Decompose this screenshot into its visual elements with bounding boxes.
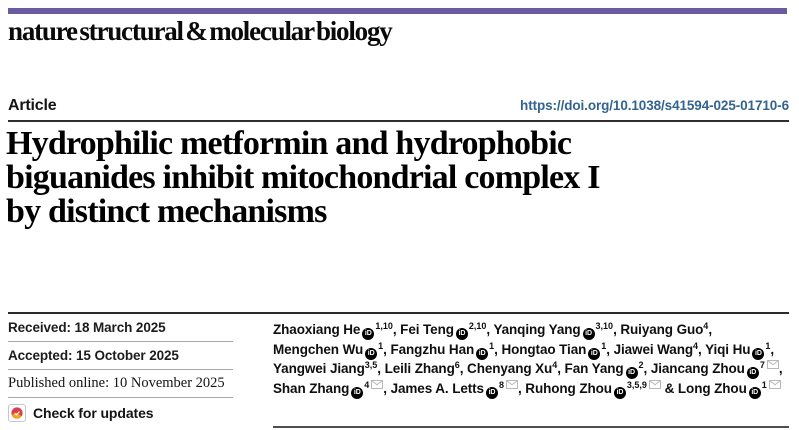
article-title: Hydrophilic metformin and hydrophobic bi…: [6, 127, 789, 229]
affiliation-superscript: 1: [601, 340, 607, 351]
envelope-icon[interactable]: [505, 377, 518, 392]
author-name: Ruiyang Guo: [620, 322, 704, 337]
brand-color-bar: [8, 8, 787, 14]
dates-column: Received: 18 March 2025 Accepted: 15 Oct…: [8, 314, 233, 430]
author-name: Shan Zhang: [273, 380, 350, 396]
author-separator: &: [660, 380, 678, 396]
affiliation-superscript: 1,10: [375, 321, 393, 331]
author-name: Mengchen Wu: [273, 341, 364, 357]
authors-column: Zhaoxiang He iD1,10, Fei Teng iD2,10, Yanq…: [273, 314, 789, 430]
affiliation-superscript: 1: [489, 340, 495, 351]
crossmark-icon: [8, 403, 26, 422]
author-name: Jiawei Wang: [613, 341, 694, 357]
affiliation-superscript: 3,5: [364, 360, 378, 371]
orcid-icon[interactable]: iD: [588, 347, 601, 360]
title-line-2: biguanides inhibit mitochondrial complex…: [6, 159, 600, 196]
published-date: Published online: 10 November 2025: [8, 370, 233, 398]
affiliation-superscript: 4: [703, 321, 709, 331]
orcid-icon[interactable]: iD: [748, 387, 761, 400]
affiliation-superscript: 7: [759, 360, 765, 371]
title-line-1: Hydrophilic metformin and hydrophobic: [6, 125, 572, 162]
affiliation-superscript: 1: [378, 340, 384, 351]
author-separator: ,: [383, 341, 391, 357]
article-header-row: Article https://doi.org/10.1038/s41594-0…: [8, 97, 789, 115]
author-name: Yanqing Yang: [493, 322, 581, 337]
author-separator: ,: [392, 322, 401, 337]
author-separator: ,: [377, 361, 385, 377]
orcid-icon[interactable]: iD: [746, 367, 759, 380]
author-separator: ,: [698, 341, 706, 357]
orcid-icon[interactable]: iD: [613, 387, 626, 400]
journal-masthead: nature structural & molecular biology: [8, 16, 393, 46]
doi-link[interactable]: https://doi.org/10.1038/s41594-025-01710…: [520, 98, 789, 113]
affiliation-superscript: 1: [761, 379, 767, 390]
author-separator: ,: [606, 341, 614, 357]
affiliation-superscript: 3,5,9: [626, 379, 647, 390]
header-rule: [8, 120, 789, 122]
author-separator: ,: [770, 341, 775, 357]
metadata-section: Received: 18 March 2025 Accepted: 15 Oct…: [8, 312, 789, 430]
author-name: Hongtao Tian: [501, 341, 587, 357]
author-name: Zhaoxiang He: [273, 322, 361, 337]
received-date: Received: 18 March 2025: [8, 314, 233, 342]
envelope-icon[interactable]: [766, 357, 779, 372]
orcid-icon[interactable]: iD: [752, 347, 765, 360]
affiliation-superscript: 2: [638, 360, 644, 371]
envelope-icon[interactable]: [371, 377, 384, 392]
author-name: Chenyang Xu: [467, 361, 553, 377]
author-name: Fangzhu Han: [390, 341, 475, 357]
article-type-label: Article: [8, 97, 57, 114]
author-separator: ,: [459, 361, 468, 377]
author-name: Leili Zhang: [384, 361, 455, 377]
affiliation-superscript: 6: [454, 360, 460, 371]
author-separator: ,: [708, 322, 712, 337]
author-name: James A. Letts: [390, 380, 484, 396]
affiliation-superscript: 4: [693, 340, 699, 351]
author-name: Fei Teng: [400, 322, 454, 337]
accepted-date: Accepted: 15 October 2025: [8, 342, 233, 370]
title-line-3: by distinct mechanisms: [6, 193, 327, 230]
affiliation-superscript: 2,10: [468, 321, 487, 331]
affiliation-superscript: 3,10: [595, 321, 614, 331]
orcid-icon[interactable]: iD: [625, 367, 638, 380]
orcid-icon[interactable]: iD: [476, 347, 489, 360]
authors-bottom-rule: [273, 426, 789, 429]
orcid-icon[interactable]: iD: [362, 328, 375, 341]
orcid-icon[interactable]: iD: [485, 387, 498, 400]
author-list: Zhaoxiang He iD1,10, Fei Teng iD2,10, Yanq…: [273, 321, 789, 400]
orcid-icon[interactable]: iD: [582, 328, 595, 341]
author-separator: ,: [486, 322, 494, 337]
author-separator: ,: [778, 361, 783, 377]
author-separator: ,: [613, 322, 621, 337]
author-name: Jiancang Zhou: [650, 361, 745, 377]
affiliation-superscript: 4: [552, 360, 558, 371]
envelope-icon[interactable]: [768, 377, 781, 392]
author-separator: ,: [383, 380, 391, 396]
affiliation-superscript: 4: [364, 379, 370, 390]
author-name: Ruhong Zhou: [525, 380, 612, 396]
author-name: Yangwei Jiang: [273, 361, 365, 377]
check-for-updates-button[interactable]: Check for updates: [8, 398, 233, 427]
envelope-icon[interactable]: [648, 377, 661, 392]
author-separator: ,: [494, 341, 502, 357]
orcid-icon[interactable]: iD: [455, 328, 468, 341]
author-name: Fan Yang: [564, 361, 624, 377]
author-separator: ,: [557, 361, 565, 377]
author-separator: ,: [517, 380, 526, 396]
affiliation-superscript: 8: [498, 379, 504, 390]
author-name: Yiqi Hu: [705, 341, 751, 357]
orcid-icon[interactable]: iD: [351, 387, 364, 400]
author-name: Long Zhou: [677, 380, 747, 396]
check-for-updates-label: Check for updates: [33, 404, 154, 421]
author-separator: ,: [643, 361, 651, 377]
affiliation-superscript: 1: [765, 340, 771, 351]
orcid-icon[interactable]: iD: [365, 347, 378, 360]
